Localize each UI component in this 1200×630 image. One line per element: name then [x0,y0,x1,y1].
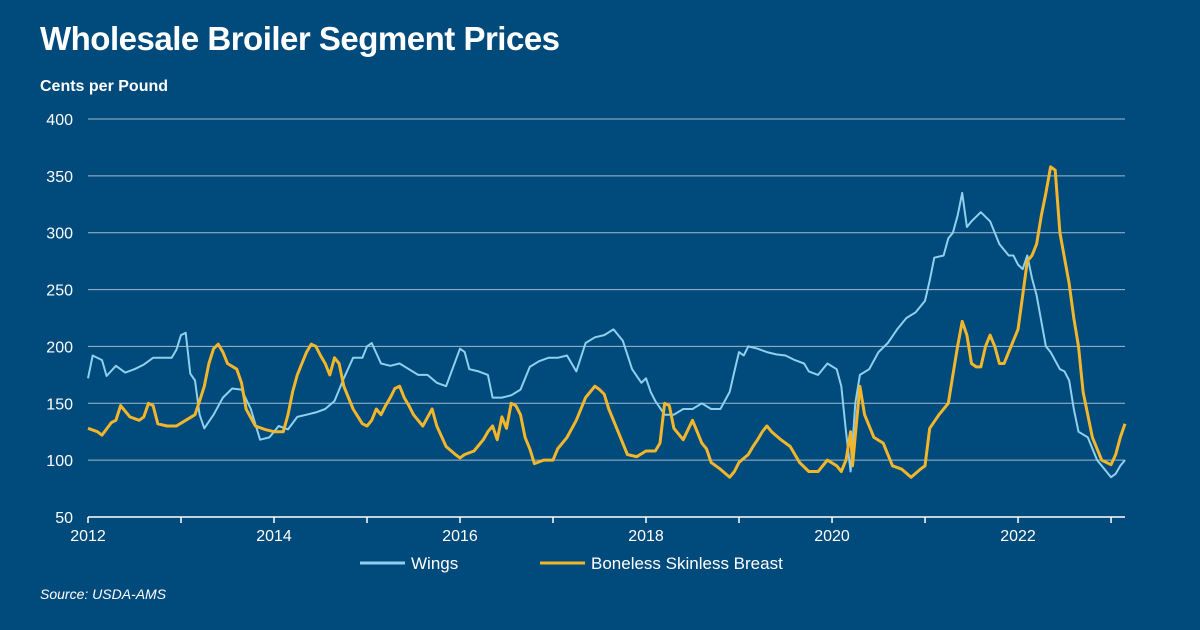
y-tick-200: 200 [46,339,73,356]
grid-lines [88,118,1125,518]
chart-title: Wholesale Broiler Segment Prices [40,20,560,57]
y-axis-unit-label: Cents per Pound [40,78,169,95]
y-tick-250: 250 [46,283,73,300]
x-tick-2018: 2018 [628,528,664,545]
source-note: Source: USDA-AMS [40,586,167,602]
y-tick-350: 350 [46,169,73,186]
series-line-boneless-skinless-breast [87,165,1127,479]
y-tick-100: 100 [46,453,73,470]
y-tick-150: 150 [46,396,73,413]
series-line-wings [87,191,1126,479]
x-tick-2016: 2016 [442,528,478,545]
y-tick-300: 300 [46,226,73,243]
x-tick-2014: 2014 [256,528,292,545]
x-tick-2020: 2020 [814,528,850,545]
y-axis-ticks: 50 100 150 200 250 300 350 400 [46,112,73,527]
legend-label-0: Wings [411,554,458,573]
y-tick-50: 50 [55,510,73,527]
x-tick-2022: 2022 [1000,528,1036,545]
series-lines [87,165,1127,479]
legend-label-1: Boneless Skinless Breast [591,554,783,573]
x-axis-ticks: 2012 2014 2016 2018 2020 2022 [70,517,1112,545]
x-tick-2012: 2012 [70,528,106,545]
y-tick-400: 400 [46,112,73,129]
legend: Wings Boneless Skinless Breast [360,554,783,573]
